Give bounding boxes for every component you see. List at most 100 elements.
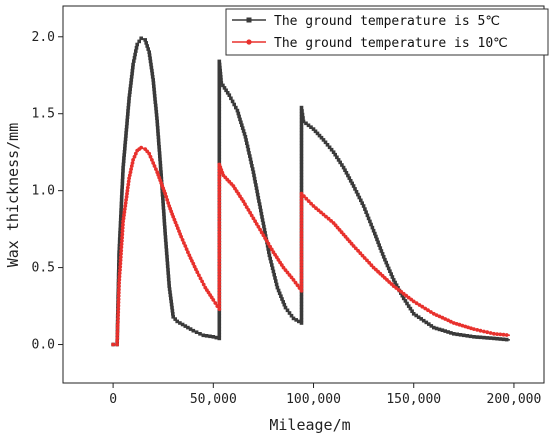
data-point [213, 301, 218, 305]
data-point [299, 166, 304, 171]
data-point [251, 170, 256, 174]
data-point [125, 191, 129, 196]
data-point [299, 305, 304, 309]
x-axis: 0 50,000 100,000 150,000 200,000 [109, 383, 541, 407]
data-point [173, 317, 177, 321]
data-point [161, 202, 165, 207]
data-point [299, 220, 304, 225]
data-point [164, 245, 168, 249]
legend-item-5c: The ground temperature is 5℃ [232, 14, 500, 29]
data-point [125, 121, 129, 126]
data-point [389, 272, 393, 276]
data-point [184, 247, 189, 252]
x-tick-label: 150,000 [386, 392, 441, 407]
data-point [128, 90, 132, 94]
data-point [353, 187, 357, 191]
data-point [117, 266, 121, 270]
data-point [121, 159, 126, 164]
data-point [273, 276, 277, 280]
data-point [253, 219, 257, 224]
data-point [460, 323, 465, 328]
data-point [346, 173, 350, 178]
data-point [353, 246, 358, 251]
x-tick-label: 0 [109, 392, 117, 407]
data-point [299, 246, 304, 251]
data-point [127, 99, 131, 104]
y-tick-label: 0.0 [32, 338, 55, 353]
data-point [364, 210, 368, 214]
data-point [299, 295, 304, 300]
data-point [217, 181, 222, 186]
data-point [299, 272, 304, 277]
data-point [232, 102, 236, 107]
data-point [118, 224, 123, 228]
data-point [217, 145, 222, 150]
data-point [299, 176, 304, 181]
data-point [130, 71, 134, 76]
data-point [123, 137, 128, 141]
data-point [121, 172, 125, 176]
data-point [327, 145, 332, 150]
data-point [295, 283, 300, 288]
data-point [472, 327, 476, 331]
y-axis: 0.0 0.5 1.0 1.5 2.0 [32, 30, 63, 353]
data-point [434, 326, 439, 331]
data-point [116, 310, 121, 314]
data-point [117, 240, 122, 245]
data-point [277, 291, 282, 296]
data-point [249, 160, 253, 165]
data-point [194, 330, 199, 334]
data-point [300, 112, 305, 117]
data-point [282, 302, 287, 307]
data-point [299, 321, 304, 325]
data-point [244, 205, 249, 210]
data-point [367, 260, 372, 265]
data-point [424, 320, 429, 325]
data-point [118, 264, 123, 269]
data-point [131, 158, 136, 162]
data-point [217, 136, 222, 140]
data-point [204, 334, 209, 338]
data-point [217, 268, 222, 273]
data-point [197, 273, 201, 278]
data-point [261, 233, 266, 238]
data-point [116, 290, 121, 295]
data-point [306, 199, 311, 204]
data-point [263, 234, 268, 238]
data-point [291, 278, 296, 282]
data-point [170, 305, 174, 310]
data-point [158, 157, 162, 162]
data-point [274, 279, 278, 283]
data-point [319, 210, 323, 215]
data-point [115, 323, 120, 327]
data-point [408, 306, 413, 311]
data-point [239, 120, 243, 125]
y-tick-label: 0.5 [32, 261, 55, 276]
data-point [161, 209, 166, 213]
data-point [469, 326, 473, 331]
data-point [119, 214, 123, 219]
data-point [120, 229, 125, 234]
legend-label-10c: The ground temperature is 10℃ [274, 36, 508, 51]
data-point [401, 296, 406, 301]
data-point [195, 270, 200, 275]
data-point [235, 108, 240, 113]
data-point [266, 247, 270, 251]
data-point [124, 134, 128, 138]
data-point [179, 234, 184, 239]
data-point [121, 169, 125, 173]
data-point [153, 100, 158, 104]
data-point [299, 204, 304, 209]
data-point [217, 120, 222, 124]
data-point [124, 198, 128, 202]
data-point [116, 316, 120, 321]
data-point [411, 299, 416, 304]
data-point [171, 312, 175, 316]
data-point [158, 164, 163, 168]
data-point [329, 147, 334, 152]
data-point [270, 266, 275, 270]
data-point [183, 244, 188, 248]
data-point [217, 172, 222, 177]
data-point [217, 284, 222, 289]
data-point [217, 175, 222, 180]
